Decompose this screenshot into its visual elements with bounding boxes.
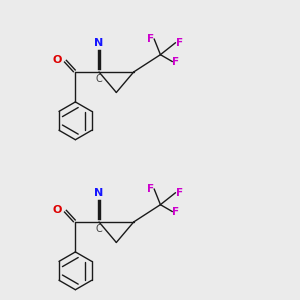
Text: C: C bbox=[95, 74, 102, 84]
Text: F: F bbox=[172, 57, 179, 67]
Text: C: C bbox=[95, 224, 102, 234]
Text: F: F bbox=[147, 34, 154, 44]
Text: O: O bbox=[52, 205, 62, 215]
Text: O: O bbox=[52, 55, 62, 65]
Text: F: F bbox=[176, 38, 183, 48]
Text: F: F bbox=[176, 188, 183, 198]
Text: N: N bbox=[94, 188, 103, 198]
Text: F: F bbox=[172, 207, 179, 217]
Text: N: N bbox=[94, 38, 103, 48]
Text: F: F bbox=[147, 184, 154, 194]
